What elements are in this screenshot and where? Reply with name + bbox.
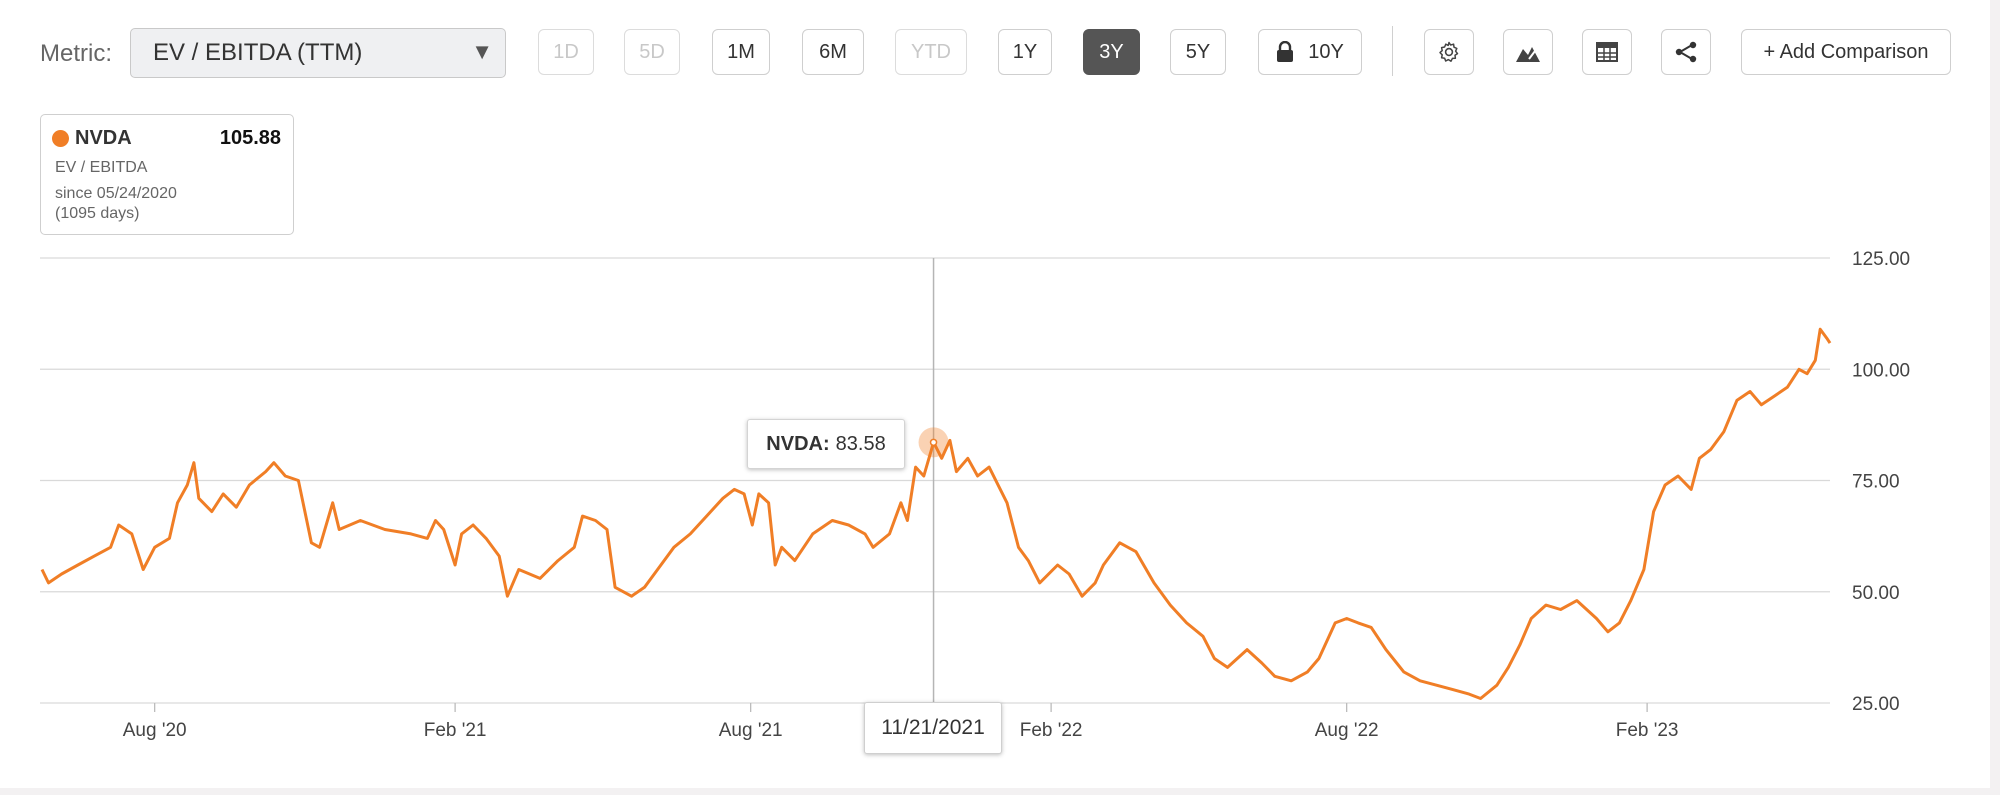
y-tick-label: 50.00 xyxy=(1852,583,1900,604)
chart-toolbar: Metric: EV / EBITDA (TTM) ▼ 1D 5D 1M 6M … xyxy=(0,0,2000,100)
legend-card: NVDA 105.88 EV / EBITDA since 05/24/2020… xyxy=(40,114,294,235)
range-button-1d[interactable]: 1D xyxy=(538,29,594,75)
settings-button[interactable] xyxy=(1424,29,1474,75)
series-line[interactable] xyxy=(40,327,1832,700)
x-tick-label: Feb '22 xyxy=(1020,720,1083,741)
axis-layer: 125.00 100.00 75.00 50.00 25.00 Aug '20 Feb '2… xyxy=(123,249,1910,741)
y-tick-label: 125.00 xyxy=(1852,249,1910,270)
add-comparison-label: + Add Comparison xyxy=(1763,40,1929,63)
tooltip-value: 83.58 xyxy=(835,432,886,455)
range-button-ytd[interactable]: YTD xyxy=(895,29,967,75)
range-button-5d[interactable]: 5D xyxy=(624,29,680,75)
legend-ticker: NVDA xyxy=(75,127,132,149)
x-tick-label: Aug '21 xyxy=(719,720,783,741)
range-button-10y[interactable]: 10Y xyxy=(1258,29,1362,75)
range-label: 3Y xyxy=(1099,40,1124,63)
range-button-3y[interactable]: 3Y xyxy=(1083,29,1140,75)
y-tick-label: 100.00 xyxy=(1852,360,1910,381)
table-view-button[interactable] xyxy=(1582,29,1632,75)
range-label: 1Y xyxy=(1012,40,1038,63)
lock-icon xyxy=(1276,41,1294,63)
y-tick-label: 25.00 xyxy=(1852,694,1900,715)
range-button-1y[interactable]: 1Y xyxy=(998,29,1052,75)
range-button-1m[interactable]: 1M xyxy=(712,29,770,75)
series-color-dot xyxy=(52,130,69,147)
series-layer xyxy=(40,327,1832,700)
range-label: 5Y xyxy=(1185,40,1211,63)
grid-layer xyxy=(40,257,1830,704)
tooltip-ticker: NVDA: xyxy=(766,432,830,455)
crosshair-date-label: 11/21/2021 xyxy=(864,702,1002,754)
dropdown-arrow-icon: ▼ xyxy=(471,39,493,64)
x-tick-label: Aug '20 xyxy=(123,720,187,741)
range-label: 1D xyxy=(553,40,579,63)
range-label: 10Y xyxy=(1308,40,1344,63)
y-tick-label: 75.00 xyxy=(1852,472,1900,493)
hover-layer xyxy=(918,427,949,458)
legend-days: (1095 days) xyxy=(55,205,140,222)
range-label: 5D xyxy=(639,40,665,63)
gear-icon xyxy=(1437,40,1461,64)
share-icon xyxy=(1674,40,1698,64)
share-button[interactable] xyxy=(1661,29,1711,75)
hover-point xyxy=(929,438,938,447)
legend-value: 105.88 xyxy=(219,127,281,149)
range-label: YTD xyxy=(911,40,951,63)
metric-select-value: EV / EBITDA (TTM) xyxy=(153,39,363,66)
hover-tooltip: NVDA: 83.58 xyxy=(747,419,905,469)
add-comparison-button[interactable]: + Add Comparison xyxy=(1741,29,1951,75)
range-button-5y[interactable]: 5Y xyxy=(1170,29,1226,75)
x-tick-label: Feb '23 xyxy=(1616,720,1679,741)
range-label: 6M xyxy=(819,40,847,63)
metric-select[interactable]: EV / EBITDA (TTM) ▼ xyxy=(130,28,506,78)
legend-since: since 05/24/2020 xyxy=(55,185,177,202)
table-icon xyxy=(1596,42,1618,62)
mountain-chart-icon xyxy=(1515,41,1541,63)
toolbar-divider xyxy=(1392,26,1393,76)
x-tick-label: Aug '22 xyxy=(1315,720,1379,741)
range-button-6m[interactable]: 6M xyxy=(802,29,864,75)
metric-label: Metric: xyxy=(40,40,112,67)
legend-metric: EV / EBITDA xyxy=(55,159,148,176)
chart-type-button[interactable] xyxy=(1503,29,1553,75)
x-tick-label: Feb '21 xyxy=(424,720,487,741)
range-label: 1M xyxy=(727,40,755,63)
